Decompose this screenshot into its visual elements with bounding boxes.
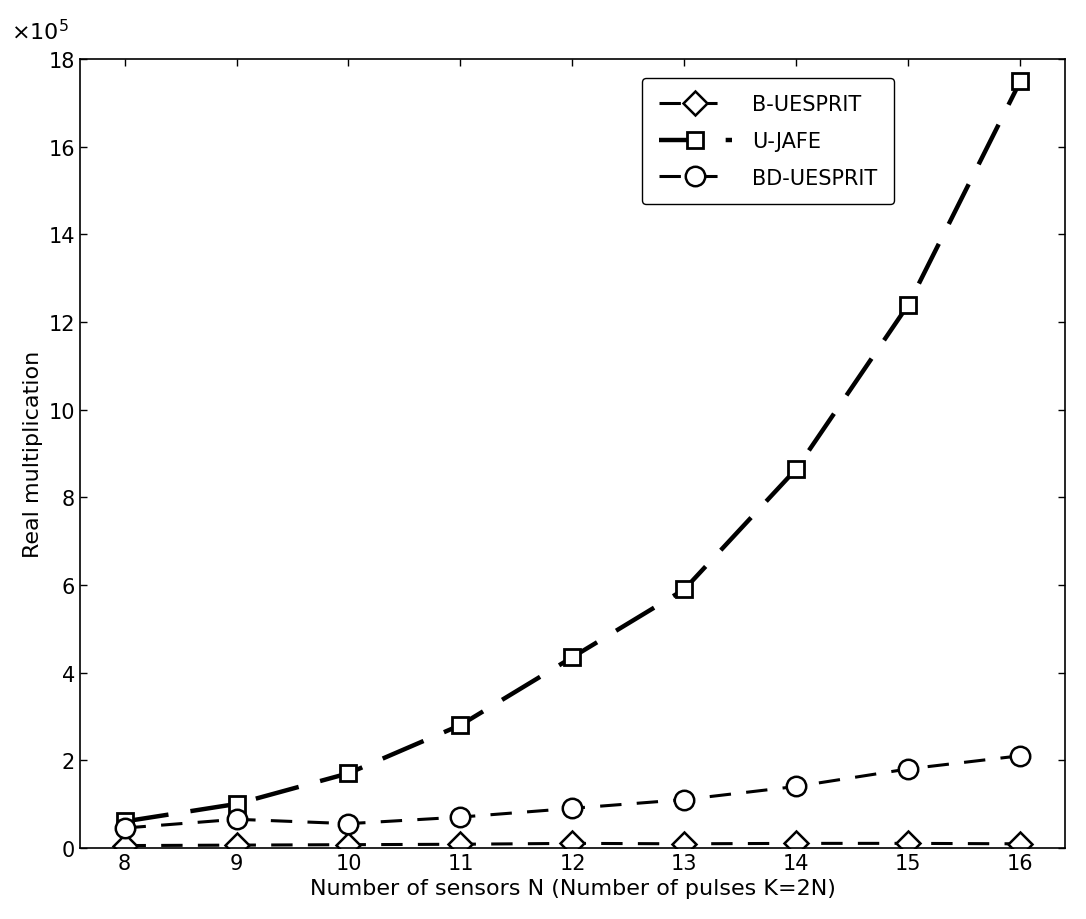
BD-UESPRIT [1014,751,1027,762]
B-UESPRIT [901,838,914,849]
BD-UESPRIT [118,823,131,834]
U-JAFE [118,816,131,827]
B-UESPRIT [342,839,355,850]
B-UESPRIT [454,839,467,850]
U-JAFE [566,652,579,663]
U-JAFE [901,300,914,311]
Line: U-JAFE: U-JAFE [117,74,1028,829]
U-JAFE [1014,76,1027,87]
U-JAFE [790,464,803,475]
U-JAFE [342,768,355,779]
B-UESPRIT [230,840,243,851]
B-UESPRIT [566,838,579,849]
BD-UESPRIT [790,781,803,792]
B-UESPRIT [1014,838,1027,849]
U-JAFE [678,584,691,596]
X-axis label: Number of sensors N (Number of pulses K=2N): Number of sensors N (Number of pulses K=… [310,879,835,898]
Y-axis label: Real multiplication: Real multiplication [23,350,42,558]
B-UESPRIT [118,840,131,851]
B-UESPRIT [678,838,691,849]
Legend: B-UESPRIT, U-JAFE, BD-UESPRIT: B-UESPRIT, U-JAFE, BD-UESPRIT [642,78,895,205]
Text: $\times 10^5$: $\times 10^5$ [11,19,68,44]
Line: B-UESPRIT: B-UESPRIT [116,835,1028,854]
BD-UESPRIT [230,814,243,825]
BD-UESPRIT [678,794,691,805]
BD-UESPRIT [454,811,467,823]
U-JAFE [230,799,243,810]
BD-UESPRIT [901,764,914,775]
B-UESPRIT [790,838,803,849]
BD-UESPRIT [342,818,355,829]
Line: BD-UESPRIT: BD-UESPRIT [115,746,1031,838]
U-JAFE [454,720,467,731]
BD-UESPRIT [566,803,579,814]
